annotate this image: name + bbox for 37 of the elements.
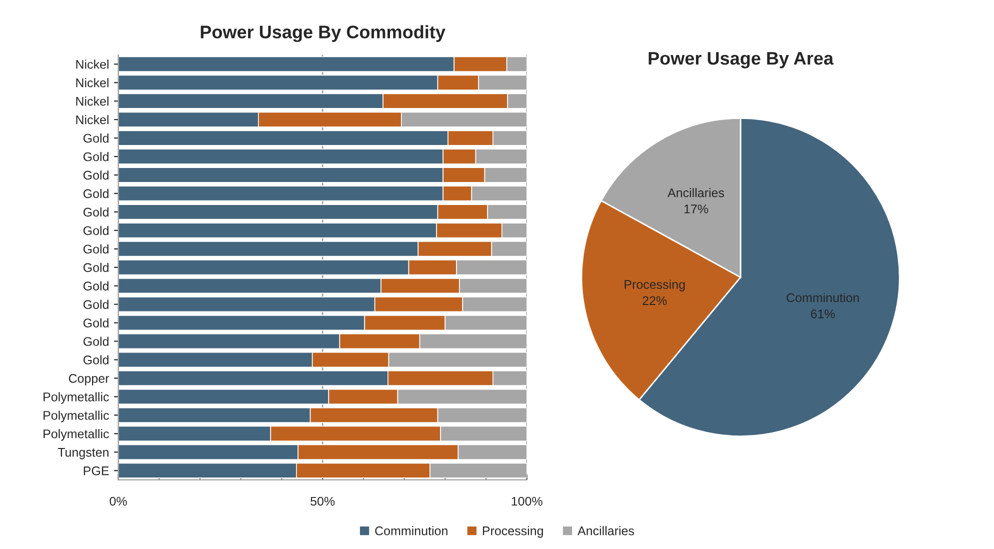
data-label: 22% <box>642 296 667 306</box>
x-tick-label: 50% <box>310 496 335 506</box>
y-tick-label: Gold <box>83 188 108 198</box>
y-tick-label: Gold <box>83 300 108 309</box>
y-tick-label: Gold <box>83 244 108 254</box>
y-tick-label: Polymetallic <box>44 392 109 404</box>
chart-title: Power Usage By Commodity <box>200 25 446 42</box>
data-label: 17% <box>684 204 708 214</box>
y-tick-label: Gold <box>83 262 108 272</box>
y-tick-label: Nickel <box>76 60 108 69</box>
y-tick-label: Gold <box>83 318 108 328</box>
slice-label: Processing <box>624 280 685 292</box>
y-tick-label: PGE <box>84 466 109 476</box>
legend-label: Ancillaries <box>578 526 634 536</box>
y-tick-label: Polymetallic <box>44 410 109 422</box>
y-tick-label: Gold <box>83 336 108 346</box>
chart-title: Power Usage By Area <box>648 52 834 68</box>
y-tick-label: Gold <box>83 226 108 236</box>
y-tick-label: Gold <box>83 152 108 162</box>
slice-label: Ancillaries <box>668 188 724 198</box>
y-tick-label: Gold <box>83 134 108 143</box>
slice-label: Comminution <box>786 292 859 302</box>
legend-label: Processing <box>482 526 543 538</box>
x-tick-label: 0% <box>110 496 127 506</box>
y-tick-label: Nickel <box>76 78 108 88</box>
y-tick-label: Nickel <box>76 115 108 124</box>
y-tick-label: Polymetallic <box>44 429 109 441</box>
x-tick-label: 100% <box>512 496 542 506</box>
y-tick-label: Gold <box>83 355 108 364</box>
y-tick-label: Tungsten <box>58 448 108 460</box>
y-tick-label: Gold <box>83 170 108 180</box>
y-tick-label: Gold <box>83 207 108 217</box>
y-tick-label: Nickel <box>76 96 108 106</box>
y-tick-label: Gold <box>83 281 108 290</box>
y-tick-label: Copper <box>68 374 110 386</box>
data-label: 61% <box>810 309 835 318</box>
legend-label: Comminution <box>375 526 448 536</box>
